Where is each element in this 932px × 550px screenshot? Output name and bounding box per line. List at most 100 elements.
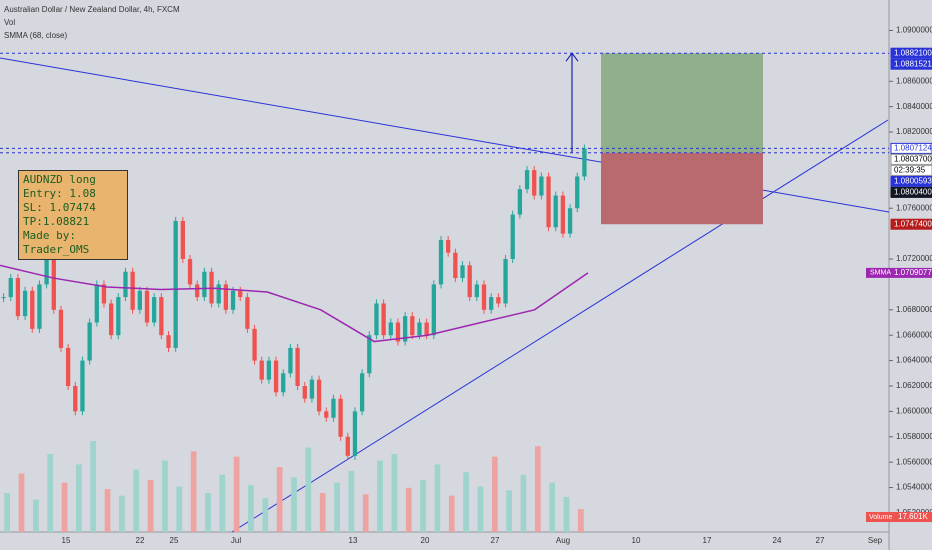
candle <box>467 265 472 298</box>
candle <box>510 214 515 260</box>
candle <box>15 278 21 317</box>
y-tick-label: 1.05400000 <box>896 483 932 492</box>
y-tick-label: 1.08200000 <box>896 127 932 136</box>
candle <box>352 411 358 456</box>
volume-bar <box>133 469 140 532</box>
candle <box>159 297 164 336</box>
axis-tag-label: 1.08005934 <box>894 177 932 186</box>
candle <box>374 303 379 336</box>
volume-bar <box>4 493 11 532</box>
volume-bar <box>190 451 197 532</box>
candle <box>295 347 300 386</box>
x-tick-label: 13 <box>349 536 358 545</box>
candle <box>517 189 523 215</box>
candle <box>51 259 56 310</box>
candle <box>474 284 480 298</box>
arrow-head <box>565 52 579 62</box>
candle <box>245 297 250 329</box>
x-tick-label: 22 <box>136 536 145 545</box>
candle <box>87 322 92 361</box>
y-tick-label: 1.08400000 <box>896 102 932 111</box>
candle <box>575 176 580 209</box>
candle <box>395 322 401 342</box>
candle <box>230 290 236 310</box>
volume-bar <box>334 482 340 532</box>
volume-bar <box>61 482 68 532</box>
x-tick-label: Sep <box>868 536 883 545</box>
candle <box>202 271 207 298</box>
annotation: AUDNZD long Entry: 1.08 SL: 1.07474 TP:1.08… <box>18 170 128 260</box>
volume-bar <box>362 494 369 532</box>
volume-bar <box>477 486 484 532</box>
candle <box>130 271 135 310</box>
x-tick-label: Jul <box>231 536 241 545</box>
x-tick-label: 27 <box>491 536 500 545</box>
volume-tag-value: 17.601K <box>898 512 928 521</box>
y-tick-label: 1.08600000 <box>896 76 932 85</box>
volume-bar <box>377 460 383 532</box>
axis-tag <box>890 142 932 154</box>
candle <box>195 284 200 298</box>
candle <box>137 290 142 310</box>
candle <box>44 259 49 285</box>
candle <box>338 398 343 437</box>
candle <box>187 259 193 285</box>
volume-bar <box>348 470 355 532</box>
volume-bar <box>219 474 226 532</box>
y-tick-label: 1.05600000 <box>896 457 932 466</box>
volume-tag-name: Volume <box>869 514 892 521</box>
axis-tag-label: 1.08821000 <box>894 48 932 57</box>
axis-tag <box>890 47 932 59</box>
candle <box>302 385 307 399</box>
candle <box>381 303 386 336</box>
volume-bar <box>577 509 584 532</box>
candle <box>402 316 408 342</box>
candle <box>582 148 587 177</box>
candle <box>173 220 178 348</box>
volume-bar <box>18 473 25 532</box>
axis-tag <box>890 153 932 165</box>
annotation-line: Entry: 1.08 <box>23 187 96 200</box>
candle <box>22 290 28 317</box>
volume-bar <box>549 482 556 532</box>
candle <box>424 322 429 336</box>
y-tick-label: 1.09000000 <box>896 26 932 35</box>
candle <box>180 220 186 260</box>
candle <box>80 360 85 412</box>
volume-bar <box>405 487 412 532</box>
candle <box>524 170 530 190</box>
candle <box>453 252 458 279</box>
trendline-up <box>231 119 889 533</box>
candle <box>489 297 494 310</box>
volume-bar <box>305 447 312 532</box>
candle <box>73 385 78 412</box>
volume-bar <box>434 464 441 532</box>
candle <box>331 398 336 418</box>
candle <box>108 303 114 336</box>
candle <box>345 436 350 456</box>
volume-bar <box>420 480 426 532</box>
candle <box>101 284 107 304</box>
volume-tag <box>866 512 932 522</box>
x-tick-label: 27 <box>816 536 825 545</box>
candle <box>8 278 13 298</box>
candle <box>567 208 573 234</box>
volume-bar <box>563 496 570 532</box>
candle <box>144 290 150 323</box>
candle <box>1 297 6 299</box>
volume-bar <box>391 454 398 532</box>
axis-tag-label: 1.07474000 <box>894 219 932 228</box>
candle <box>65 347 71 386</box>
symbol: Australian Dollar / New Zealand Dollar, … <box>4 5 180 14</box>
volume-bar <box>291 477 297 532</box>
candle <box>367 335 372 374</box>
x-tick-label: Aug <box>556 536 570 545</box>
volume-bar <box>506 490 512 532</box>
candle <box>259 360 264 380</box>
axis-tag <box>890 58 932 70</box>
volume-bar <box>205 493 211 532</box>
candle <box>481 284 487 310</box>
candle <box>539 176 544 196</box>
